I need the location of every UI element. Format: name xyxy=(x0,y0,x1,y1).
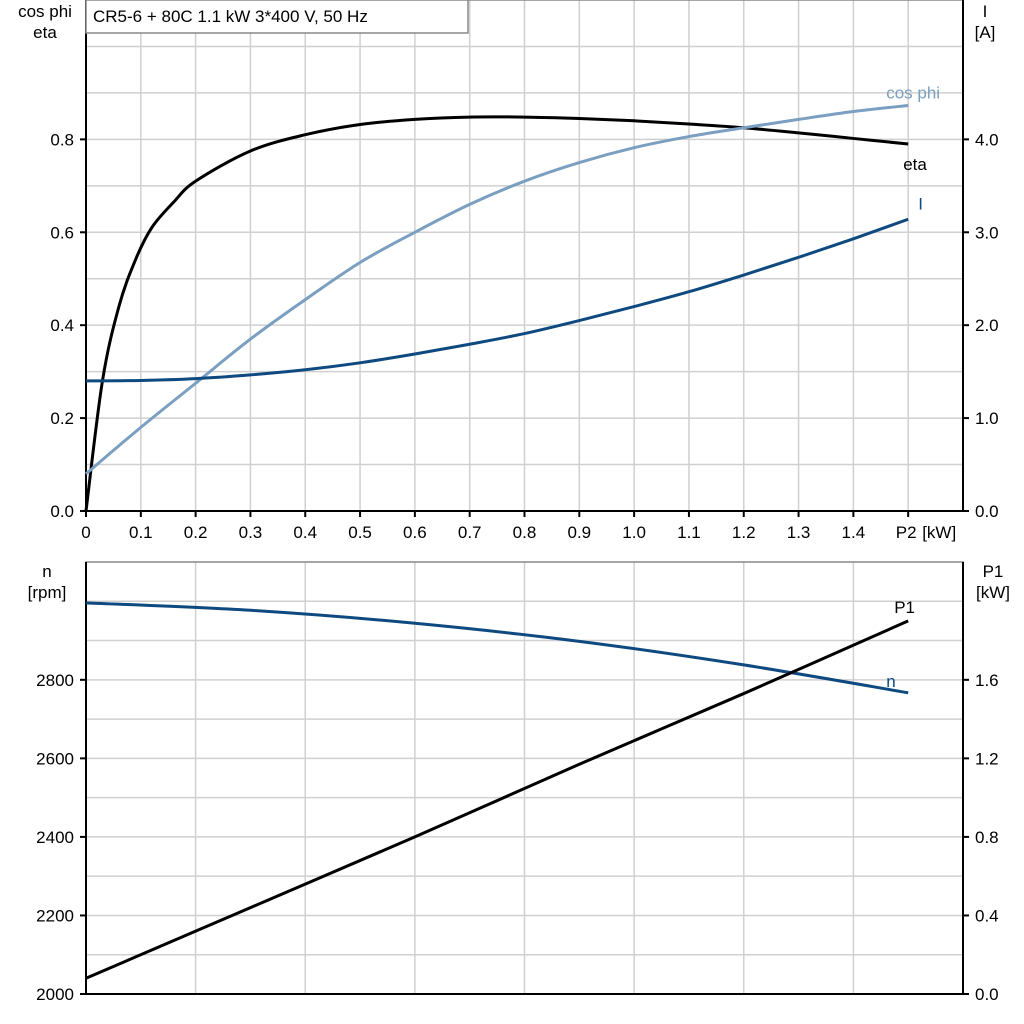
x-tick-label: 0.7 xyxy=(458,523,482,542)
x-tick-label: 1.3 xyxy=(787,523,811,542)
y-tick-label-right: 4.0 xyxy=(975,130,999,149)
chart-title: CR5-6 + 80C 1.1 kW 3*400 V, 50 Hz xyxy=(93,7,368,26)
x-tick-label: 1.4 xyxy=(842,523,866,542)
series-line-cos-phi xyxy=(85,103,909,475)
y-tick-label-left: 0.8 xyxy=(50,130,74,149)
y-tick-label-left: 0.2 xyxy=(50,409,74,428)
y-axis-label-right: I xyxy=(983,2,988,21)
series-label-I: I xyxy=(918,194,923,213)
series-label-cos-phi: cos phi xyxy=(886,83,940,102)
y-axis-label-left: cos phi xyxy=(18,2,72,21)
series-line-P1 xyxy=(85,619,909,980)
series-line-eta xyxy=(84,115,909,512)
x-tick-label: 0.2 xyxy=(184,523,208,542)
y-tick-label-left: 2800 xyxy=(36,671,74,690)
y-axis-label-left: eta xyxy=(33,23,57,42)
series-line-I xyxy=(85,217,909,383)
y-tick-label-right: 0.0 xyxy=(975,985,999,1004)
x-tick-label: 1.1 xyxy=(677,523,701,542)
y-axis-label-right: [kW] xyxy=(976,583,1010,602)
x-tick-label: 0 xyxy=(81,523,90,542)
y-tick-label-left: 2400 xyxy=(36,828,74,847)
y-tick-label-right: 3.0 xyxy=(975,223,999,242)
y-tick-label-left: 2600 xyxy=(36,749,74,768)
y-tick-label-left: 2000 xyxy=(36,985,74,1004)
y-tick-label-right: 2.0 xyxy=(975,316,999,335)
series-label-eta: eta xyxy=(903,155,927,174)
y-tick-label-left: 2200 xyxy=(36,906,74,925)
y-tick-label-right: 1.0 xyxy=(975,409,999,428)
x-tick-label: 1.0 xyxy=(622,523,646,542)
x-tick-label: 0.8 xyxy=(513,523,537,542)
x-tick-label: 0.6 xyxy=(403,523,427,542)
x-tick-label: 0.4 xyxy=(293,523,317,542)
y-tick-label-right: 0.8 xyxy=(975,828,999,847)
series-line-n xyxy=(85,601,909,695)
y-axis-label-right: [A] xyxy=(975,23,996,42)
x-tick-label: P2 xyxy=(896,523,917,542)
y-tick-label-right: 1.6 xyxy=(975,671,999,690)
x-tick-label: 0.9 xyxy=(567,523,591,542)
y-axis-label-left: [rpm] xyxy=(28,583,67,602)
y-tick-label-left: 0.6 xyxy=(50,223,74,242)
series-label-P1: P1 xyxy=(894,598,915,617)
x-tick-label: 1.2 xyxy=(732,523,756,542)
y-axis-label-left: n xyxy=(42,562,51,581)
title-box xyxy=(85,0,469,34)
y-axis-label-right: P1 xyxy=(983,562,1004,581)
x-tick-label: 0.5 xyxy=(348,523,372,542)
y-tick-label-right: 0.4 xyxy=(975,906,999,925)
y-tick-label-right: 1.2 xyxy=(975,749,999,768)
y-tick-label-right: 0.0 xyxy=(975,502,999,521)
x-tick-label: 0.3 xyxy=(239,523,263,542)
y-tick-label-left: 0.4 xyxy=(50,316,74,335)
series-label-n: n xyxy=(886,672,895,691)
x-axis-unit-label: [kW] xyxy=(922,523,956,542)
y-tick-label-left: 0.0 xyxy=(50,502,74,521)
x-tick-label: 0.1 xyxy=(129,523,153,542)
